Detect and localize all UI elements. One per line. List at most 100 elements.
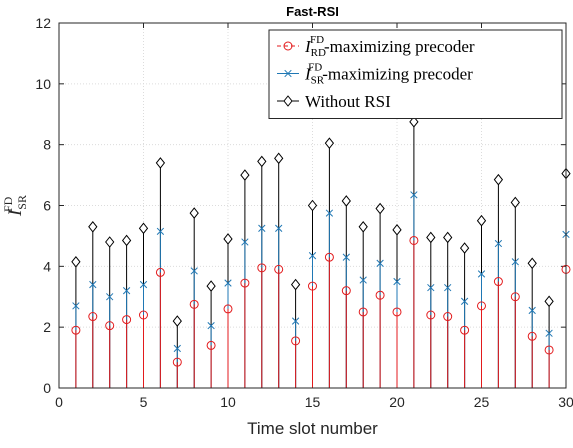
- point-norsi: [121, 234, 132, 247]
- point-sr: [477, 270, 486, 278]
- y-tick-label: 10: [35, 76, 51, 92]
- point-norsi: [155, 157, 166, 169]
- point-sr: [393, 277, 401, 286]
- legend-label-sr: ISRFD-maximizing precoder: [304, 62, 473, 87]
- chart-title: Fast-RSI: [286, 4, 339, 19]
- point-sr: [106, 293, 114, 301]
- point-rd: [88, 312, 98, 322]
- point-rd: [291, 336, 301, 346]
- y-tick-label: 6: [43, 198, 51, 214]
- legend-label-sup: FD: [310, 34, 324, 46]
- y-tick-label: 8: [43, 137, 51, 153]
- point-rd: [375, 290, 385, 300]
- point-sr: [460, 297, 469, 305]
- point-sr: [410, 191, 418, 199]
- point-sr: [89, 280, 97, 289]
- axis-ticks: 0 5 10 15 20 25 30 0 2 4 6 8 10 12: [35, 15, 573, 410]
- point-rd: [443, 312, 453, 322]
- point-rd: [172, 357, 182, 367]
- point-norsi: [493, 173, 504, 186]
- point-sr-stroke: [275, 224, 283, 232]
- point-sr-stroke: [359, 276, 367, 284]
- point-norsi: [290, 278, 301, 291]
- point-norsi: [105, 236, 115, 248]
- x-axis-label: Time slot number: [247, 419, 378, 438]
- point-norsi: [341, 195, 351, 207]
- point-sr: [528, 306, 536, 315]
- legend-label-suffix: -maximizing precoder: [324, 37, 475, 56]
- point-rd: [308, 281, 317, 291]
- legend-marker-rd: [283, 41, 293, 51]
- point-sr: [72, 302, 80, 310]
- point-rd: [105, 321, 115, 331]
- point-sr: [241, 238, 249, 246]
- legend-label-sub: RD: [311, 47, 326, 59]
- point-sr-stroke: [122, 287, 131, 295]
- plot-border: [58, 22, 567, 389]
- point-rd: [155, 267, 165, 277]
- point-sr: [173, 344, 181, 353]
- point-sr: [359, 276, 367, 284]
- point-rd: [71, 325, 81, 335]
- y-axis-label-sub: SR: [15, 195, 29, 210]
- point-norsi: [375, 202, 385, 215]
- point-sr-stroke: [224, 279, 232, 287]
- point-sr-stroke: [494, 239, 503, 248]
- point-sr-stroke: [173, 344, 181, 353]
- point-rd: [426, 310, 436, 320]
- point-norsi: [88, 220, 98, 233]
- x-tick-label: 25: [474, 394, 490, 410]
- point-sr: [291, 317, 300, 325]
- point-norsi: [138, 222, 149, 235]
- point-rd: [139, 310, 148, 320]
- point-norsi: [257, 155, 267, 168]
- point-rd: [544, 345, 554, 355]
- y-tick-label: 4: [43, 258, 51, 274]
- point-norsi: [358, 220, 368, 233]
- point-rd: [189, 299, 199, 309]
- point-sr-stroke: [427, 283, 435, 292]
- markers: [71, 116, 571, 367]
- point-rd: [460, 325, 470, 335]
- point-sr-stroke: [376, 259, 384, 267]
- point-sr-stroke: [308, 252, 317, 260]
- point-sr-stroke: [545, 329, 553, 337]
- point-sr-stroke: [72, 302, 80, 310]
- x-tick-label: 30: [558, 394, 573, 410]
- point-sr: [207, 321, 215, 330]
- point-rd: [341, 286, 351, 296]
- point-rd: [324, 252, 334, 262]
- point-sr: [224, 279, 232, 287]
- point-norsi: [71, 255, 81, 268]
- point-norsi: [476, 214, 487, 227]
- point-norsi: [172, 315, 182, 327]
- point-sr: [444, 283, 452, 292]
- point-norsi: [324, 137, 335, 149]
- point-sr: [122, 287, 131, 295]
- point-sr-stroke: [156, 227, 165, 236]
- legend-marker-sr-stroke: [284, 69, 292, 78]
- point-sr-stroke: [511, 258, 519, 266]
- point-rd: [409, 235, 419, 245]
- y-tick-label: 12: [35, 15, 51, 31]
- point-sr-stroke: [325, 209, 334, 217]
- point-rd: [122, 315, 132, 325]
- point-rd: [206, 340, 216, 350]
- point-norsi: [544, 295, 554, 308]
- x-tick-label: 15: [305, 394, 321, 410]
- legend-label-main: I: [304, 65, 312, 84]
- point-sr: [325, 209, 334, 217]
- point-norsi: [240, 169, 250, 181]
- point-sr: [139, 280, 148, 289]
- point-rd: [274, 264, 284, 274]
- point-norsi: [274, 152, 284, 165]
- point-rd: [527, 331, 537, 341]
- point-sr-stroke: [207, 321, 215, 330]
- x-tick-label: 20: [389, 394, 405, 410]
- point-sr: [190, 267, 198, 275]
- legend-label-sup: FD: [308, 62, 322, 74]
- point-norsi: [392, 224, 402, 236]
- point-sr: [275, 224, 283, 232]
- point-norsi: [409, 116, 419, 128]
